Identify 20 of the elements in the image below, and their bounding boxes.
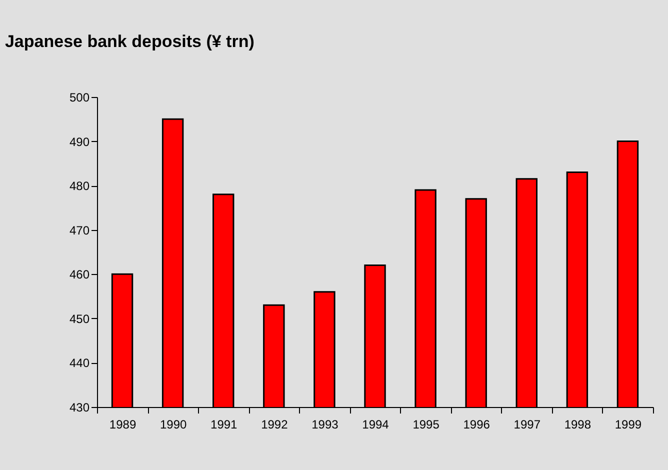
y-tick-label: 460: [69, 268, 90, 282]
x-tick-label: 1998: [564, 418, 592, 432]
y-tick-label: 450: [69, 312, 90, 326]
x-tick-label: 1999: [614, 418, 642, 432]
x-tick-label: 1996: [463, 418, 490, 432]
y-tick-label: 480: [69, 179, 90, 194]
y-tick-label: 470: [69, 223, 90, 238]
x-tick-label: 1997: [514, 418, 541, 432]
y-tick-label: 430: [69, 400, 90, 414]
x-tick-label: 1995: [412, 418, 440, 432]
chart-title: Japanese bank deposits (¥ trn): [4, 32, 254, 51]
x-tick-label: 1992: [261, 418, 288, 432]
x-tick-label: 1990: [160, 418, 187, 432]
x-tick-label: 1993: [312, 418, 339, 432]
y-tick-label: 490: [69, 134, 90, 149]
x-tick-label: 1991: [210, 418, 238, 432]
x-tick-label: 1989: [109, 418, 136, 432]
y-tick-label: 440: [69, 356, 90, 370]
y-tick-label: 500: [69, 90, 90, 104]
x-tick-label: 1994: [362, 418, 390, 432]
